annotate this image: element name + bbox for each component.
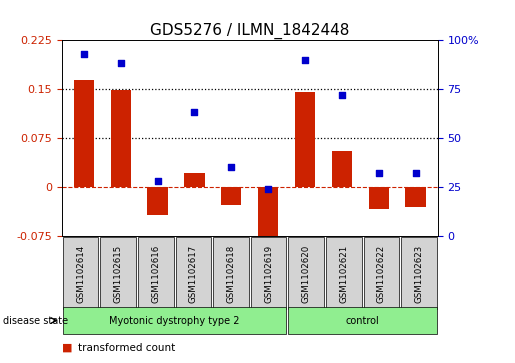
- Point: [374, 170, 383, 176]
- Text: control: control: [346, 315, 380, 326]
- Text: GSM1102618: GSM1102618: [227, 245, 235, 303]
- Bar: [111, 90, 131, 187]
- Bar: [332, 151, 352, 187]
- Text: GSM1102623: GSM1102623: [415, 245, 423, 303]
- Bar: [369, 187, 389, 208]
- Point: [411, 170, 420, 176]
- Point: [338, 92, 346, 98]
- Text: GSM1102621: GSM1102621: [339, 245, 348, 303]
- Point: [153, 178, 162, 184]
- Text: disease state: disease state: [3, 315, 67, 326]
- Text: GSM1102620: GSM1102620: [302, 245, 311, 303]
- Text: Myotonic dystrophy type 2: Myotonic dystrophy type 2: [109, 315, 240, 326]
- Text: GSM1102614: GSM1102614: [76, 245, 85, 303]
- Point: [117, 61, 125, 66]
- Point: [191, 110, 199, 115]
- Text: GSM1102616: GSM1102616: [151, 245, 160, 303]
- Text: ■: ■: [62, 343, 72, 353]
- Text: GSM1102619: GSM1102619: [264, 245, 273, 303]
- Bar: [405, 187, 426, 207]
- Bar: [74, 81, 94, 187]
- Bar: [258, 187, 278, 244]
- Title: GDS5276 / ILMN_1842448: GDS5276 / ILMN_1842448: [150, 23, 350, 38]
- Bar: [184, 172, 204, 187]
- Point: [80, 51, 88, 57]
- Point: [301, 57, 309, 62]
- Text: transformed count: transformed count: [78, 343, 176, 353]
- Bar: [295, 92, 315, 187]
- Point: [227, 164, 235, 170]
- Bar: [147, 187, 168, 215]
- Text: GSM1102615: GSM1102615: [114, 245, 123, 303]
- Bar: [221, 187, 242, 205]
- Text: GSM1102622: GSM1102622: [377, 245, 386, 303]
- Point: [264, 186, 272, 192]
- Text: GSM1102617: GSM1102617: [189, 245, 198, 303]
